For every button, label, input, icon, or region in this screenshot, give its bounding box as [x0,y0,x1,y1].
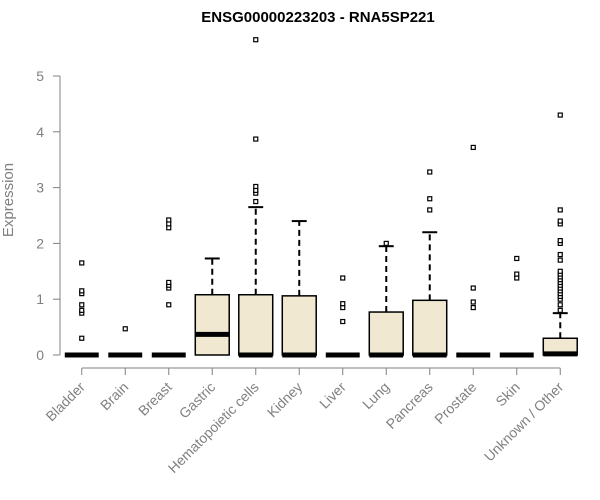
outlier-point [166,279,172,286]
y-tick-label: 3 [36,180,44,196]
chart-title: ENSG00000223203 - RNA5SP221 [201,9,434,26]
outlier-point [253,198,259,205]
x-tick-label: Pancreas [383,379,436,432]
box-iqr [194,293,230,356]
x-tick-label: Lung [359,379,392,412]
x-tick-label: Unknown / Other [481,379,567,465]
box-iqr [281,295,317,356]
box-iqr [368,311,404,356]
x-tick-label: Bladder [42,379,88,425]
box-gastric [194,257,230,356]
outlier-point [557,207,563,213]
box-prostate [456,144,491,358]
box-iqr [412,299,448,356]
x-tick-label: Prostate [431,379,479,427]
box-lung [368,240,404,358]
outlier-point [166,302,172,308]
x-tick-label: Liver [316,379,349,412]
outlier-point [557,257,563,263]
outlier-point [79,302,85,308]
x-tick-label: Kidney [264,379,306,421]
outlier-point [557,251,563,258]
box-bladder [64,260,99,358]
outlier-point [79,335,85,341]
box-breast [151,217,186,358]
outlier-point [557,307,563,313]
x-tick-label: Brain [97,379,131,413]
outlier-point [470,144,476,151]
outlier-point [557,218,563,224]
outlier-point [340,318,346,325]
box-pancreas [412,169,448,358]
outlier-point [79,307,85,313]
outlier-point [79,260,85,266]
outlier-point [427,196,433,202]
y-tick-label: 2 [36,235,44,251]
outlier-point [166,217,172,223]
box-brain [108,326,143,358]
outlier-point [340,275,346,281]
outlier-point [557,268,563,274]
outlier-point [340,301,346,307]
box-unknown-other [542,112,578,357]
outlier-point [557,112,563,118]
y-tick-label: 4 [36,124,44,140]
outlier-point [427,169,433,175]
box-skin [499,255,534,358]
outlier-point [383,240,389,246]
outlier-point [514,271,520,277]
box-kidney [281,220,317,358]
outlier-point [253,183,259,190]
outlier-point [470,299,476,305]
outlier-point [79,288,85,294]
x-tick-label: Gastric [176,379,219,422]
x-tick-label: Breast [135,379,175,419]
outlier-point [253,37,259,43]
outlier-point [253,136,259,142]
y-tick-label: 5 [36,68,44,84]
outlier-point [557,302,563,308]
outlier-point [514,255,520,262]
y-axis: 0 1 2 3 4 5 [36,68,61,363]
outlier-point [470,304,476,311]
box-hematopoietic-cells [238,37,274,358]
box-liver [325,275,360,358]
y-tick-label: 1 [36,291,44,307]
outlier-point [557,238,563,244]
outlier-point [122,326,128,332]
y-axis-label: Expression [0,163,17,237]
boxes-group [64,37,578,358]
x-tick-label: Skin [492,379,523,410]
y-tick-label: 0 [36,347,44,363]
outlier-point [470,285,476,291]
box-iqr [238,293,274,356]
outlier-point [427,207,433,213]
